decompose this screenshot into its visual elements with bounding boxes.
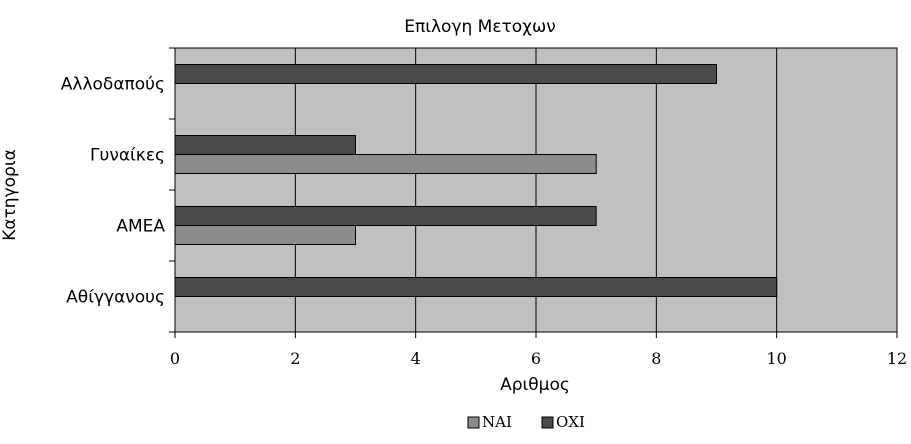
x-axis-title: Αριθμος [500, 375, 570, 395]
category-label-2: Γυναίκες [90, 146, 165, 166]
x-tick-label-5: 10 [766, 349, 786, 368]
category-label-0: Αθίγγανους [66, 288, 165, 308]
category-label-3: Αλλοδαπούς [61, 75, 165, 95]
axes-layer: Αθίγγανους ΑΜΕΑ Γυναίκες Αλλοδαπούς 0 2 4 6 8 10 1… [61, 47, 907, 368]
y-axis-title: Κατηγορια [0, 149, 20, 241]
x-tick-label-6: 12 [887, 349, 907, 368]
x-tick-label-2: 4 [411, 349, 421, 368]
x-tick-label-4: 8 [651, 349, 661, 368]
legend-label-0: ΝΑΙ [482, 413, 512, 431]
x-tick-label-3: 6 [531, 349, 541, 368]
bar-oxi-3 [174, 64, 717, 84]
x-tick-label-0: 0 [170, 349, 180, 368]
bar-oxi-2 [174, 135, 356, 155]
bar-oxi-0 [174, 277, 778, 297]
x-tick-label-1: 2 [290, 349, 300, 368]
chart-title: Επιλογη Μετοχων [404, 17, 555, 37]
bar-oxi-1 [174, 206, 597, 226]
legend-swatch-1 [541, 416, 554, 429]
bar-nai-1 [174, 225, 356, 245]
legend-label-1: ΟΧΙ [556, 413, 585, 431]
bar-nai-2 [174, 154, 597, 174]
category-label-1: ΑΜΕΑ [116, 217, 165, 237]
legend: ΝΑΙ ΟΧΙ [467, 413, 585, 431]
legend-swatch-0 [467, 416, 480, 429]
